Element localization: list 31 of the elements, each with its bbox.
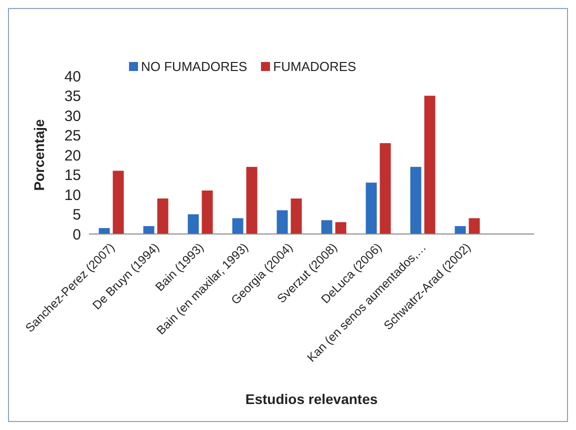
bar <box>98 228 110 234</box>
bar <box>290 198 302 234</box>
bar <box>246 166 258 234</box>
bar <box>202 190 213 234</box>
legend-label: FUMADORES <box>272 59 356 74</box>
bar <box>276 210 288 234</box>
bar <box>335 222 346 234</box>
bar <box>366 182 377 234</box>
bar <box>410 166 422 234</box>
y-tick-label: 25 <box>64 128 81 145</box>
y-tick-label: 20 <box>64 147 81 164</box>
bar <box>232 218 244 234</box>
bar <box>321 220 332 234</box>
y-tick-label: 35 <box>64 88 81 106</box>
y-tick-label: 5 <box>72 206 81 224</box>
bar <box>424 96 436 234</box>
y-tick-label: 10 <box>64 186 81 204</box>
y-tick-label: 15 <box>64 167 81 184</box>
bar <box>112 170 124 234</box>
bar <box>454 226 466 234</box>
bar <box>188 214 199 234</box>
bar <box>468 218 480 234</box>
legend-label: NO FUMADORES <box>140 59 248 74</box>
bar <box>143 226 154 234</box>
bar <box>380 143 391 234</box>
y-tick-label: 40 <box>64 68 81 86</box>
y-axis-title: Porcentaje <box>30 118 47 191</box>
bar <box>157 198 168 234</box>
x-axis-title: Estudios relevantes <box>245 391 378 407</box>
y-tick-label: 30 <box>64 108 81 125</box>
y-tick-label: 0 <box>72 226 81 244</box>
